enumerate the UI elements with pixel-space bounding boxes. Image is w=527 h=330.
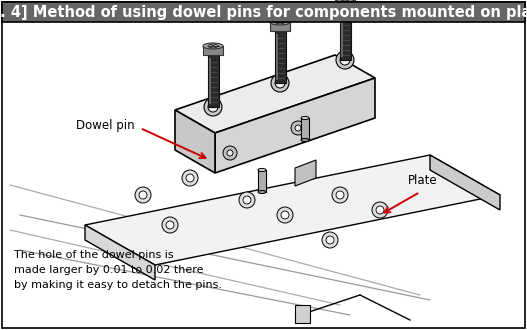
Circle shape bbox=[336, 191, 344, 199]
Ellipse shape bbox=[335, 0, 355, 2]
Circle shape bbox=[166, 221, 174, 229]
Circle shape bbox=[295, 125, 301, 131]
Circle shape bbox=[204, 98, 222, 116]
Bar bbox=[258, 170, 266, 192]
Bar bbox=[270, 22, 290, 31]
Text: Dowel pin: Dowel pin bbox=[76, 118, 134, 131]
Circle shape bbox=[340, 55, 350, 65]
Circle shape bbox=[332, 187, 348, 203]
Circle shape bbox=[162, 217, 178, 233]
Circle shape bbox=[223, 146, 237, 160]
Ellipse shape bbox=[301, 116, 309, 119]
Bar bbox=[2, 2, 525, 22]
Circle shape bbox=[243, 196, 251, 204]
Circle shape bbox=[182, 170, 198, 186]
Polygon shape bbox=[430, 155, 500, 210]
Circle shape bbox=[271, 74, 289, 92]
Circle shape bbox=[326, 236, 334, 244]
Circle shape bbox=[291, 121, 305, 135]
Polygon shape bbox=[295, 160, 316, 186]
Circle shape bbox=[277, 207, 293, 223]
Circle shape bbox=[227, 150, 233, 156]
Ellipse shape bbox=[203, 43, 223, 49]
Bar bbox=[203, 46, 223, 55]
Circle shape bbox=[372, 202, 388, 218]
Polygon shape bbox=[175, 55, 375, 133]
Circle shape bbox=[322, 232, 338, 248]
Text: Plate: Plate bbox=[408, 174, 437, 186]
Bar bbox=[276, 34, 278, 80]
Circle shape bbox=[135, 187, 151, 203]
Circle shape bbox=[275, 78, 285, 88]
Circle shape bbox=[239, 192, 255, 208]
Ellipse shape bbox=[258, 168, 266, 172]
Circle shape bbox=[281, 211, 289, 219]
Text: [Fig. 4] Method of using dowel pins for components mounted on plates: [Fig. 4] Method of using dowel pins for … bbox=[0, 5, 527, 19]
Bar bbox=[335, 0, 355, 8]
Bar bbox=[275, 31, 286, 83]
Polygon shape bbox=[175, 110, 215, 173]
Bar bbox=[208, 55, 219, 107]
Bar bbox=[209, 58, 211, 104]
Bar bbox=[295, 305, 310, 323]
Circle shape bbox=[336, 51, 354, 69]
Circle shape bbox=[208, 102, 218, 112]
Bar bbox=[340, 8, 351, 60]
Bar bbox=[301, 118, 309, 140]
Circle shape bbox=[376, 206, 384, 214]
Ellipse shape bbox=[270, 19, 290, 25]
Polygon shape bbox=[85, 225, 155, 280]
Ellipse shape bbox=[258, 190, 266, 194]
Circle shape bbox=[186, 174, 194, 182]
Circle shape bbox=[139, 191, 147, 199]
Polygon shape bbox=[215, 78, 375, 173]
Bar bbox=[341, 11, 343, 57]
Polygon shape bbox=[85, 155, 500, 265]
Ellipse shape bbox=[301, 138, 309, 142]
Text: The hole of the dowel pins is
made larger by 0.01 to 0.02 there
by making it eas: The hole of the dowel pins is made large… bbox=[14, 250, 222, 290]
